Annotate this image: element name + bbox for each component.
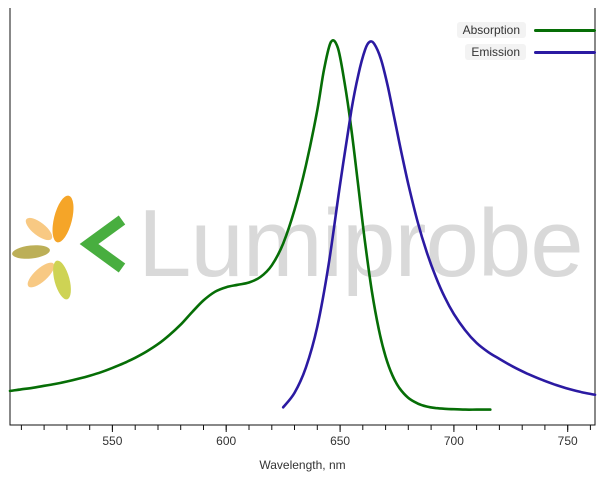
logo-petal-top xyxy=(52,195,74,243)
x-axis-tick-label: 700 xyxy=(444,434,464,448)
x-axis-title: Wavelength, nm xyxy=(259,458,346,472)
x-axis-tick-label: 600 xyxy=(216,434,236,448)
legend-item-absorption[interactable]: Absorption xyxy=(456,22,596,38)
x-axis-tick-label: 750 xyxy=(558,434,578,448)
series-curve-absorption xyxy=(8,39,492,411)
chart-legend: Absorption Emission xyxy=(456,22,596,60)
logo-petal-bottom xyxy=(53,260,71,300)
legend-line-absorption xyxy=(534,28,596,32)
legend-line-emission xyxy=(534,50,596,54)
logo-petal-lower-left xyxy=(27,262,55,288)
logo-chevron-icon xyxy=(79,215,126,273)
series-curve-emission xyxy=(281,40,597,409)
legend-item-emission[interactable]: Emission xyxy=(465,44,596,60)
x-axis-tick-label: 550 xyxy=(102,434,122,448)
axis-frame xyxy=(9,8,596,426)
lumiprobe-logo xyxy=(12,195,126,300)
legend-label-absorption: Absorption xyxy=(456,22,526,38)
legend-label-emission: Emission xyxy=(465,44,526,60)
x-axis-tick-label: 650 xyxy=(330,434,350,448)
logo-petal-left xyxy=(12,245,50,259)
logo-petal-upper-left xyxy=(25,217,53,241)
